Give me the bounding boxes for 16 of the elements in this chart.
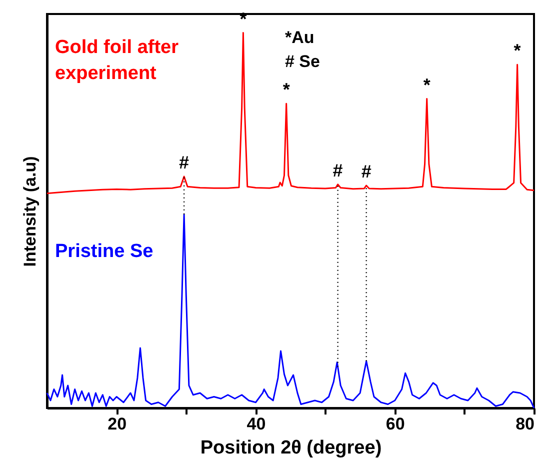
series-label: Pristine Se — [55, 241, 154, 262]
x-tick-label: 20 — [108, 414, 127, 434]
text: Gold foil after experiment — [55, 37, 180, 84]
annotation: # — [332, 160, 343, 180]
x-axis-title: Position 2θ (degree) — [200, 438, 382, 458]
annotation: * — [423, 74, 430, 95]
y-axis-title: Intensity (a.u) — [20, 156, 40, 267]
annotation: # — [361, 161, 372, 182]
annotation: # — [179, 152, 190, 172]
x-tick-label: 60 — [386, 414, 405, 434]
x-tick-label: 80 — [516, 414, 534, 434]
annotation: * — [282, 80, 290, 100]
annotation: *Au — [285, 28, 314, 47]
x-tick-label: 40 — [246, 414, 266, 434]
annotation: # Se — [285, 52, 320, 71]
annotation: * — [514, 40, 521, 61]
